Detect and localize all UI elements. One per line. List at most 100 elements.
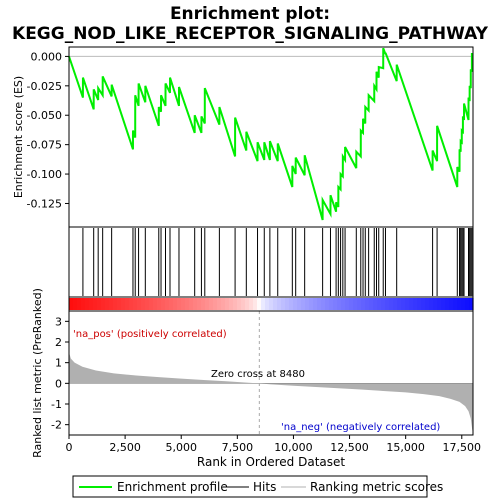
es-y-axis-label: Enrichment score (ES) xyxy=(12,76,25,198)
rank-color-band-segment xyxy=(153,298,158,310)
legend-hits-label: Hits xyxy=(253,480,276,494)
rank-color-band-segment xyxy=(101,298,106,310)
hits-panel-frame xyxy=(68,226,474,298)
rank-color-band-segment xyxy=(341,298,346,310)
rank-color-band-segment xyxy=(333,298,338,310)
rank-color-band-segment xyxy=(97,298,102,310)
es-y-tick-label: -0.025 xyxy=(27,80,62,93)
es-panel-background xyxy=(69,47,473,227)
rank-color-band-segment xyxy=(237,298,242,310)
metric-y-tick-label: 0 xyxy=(55,377,62,390)
rank-color-band-segment xyxy=(201,298,206,310)
x-tick-label: 5,000 xyxy=(165,441,197,454)
x-tick-label: 15,000 xyxy=(386,441,425,454)
rank-color-band-segment xyxy=(437,298,442,310)
rank-color-band-segment xyxy=(245,298,250,310)
rank-color-band-segment xyxy=(457,298,462,310)
rank-color-band-segment xyxy=(89,298,94,310)
rank-color-band-segment xyxy=(285,298,290,310)
rank-color-band-segment xyxy=(297,298,302,310)
rank-color-band xyxy=(69,298,474,310)
rank-color-band-segment xyxy=(157,298,162,310)
metric-y-axis-label: Ranked list metric (PreRanked) xyxy=(31,288,44,458)
rank-color-band-segment xyxy=(277,298,282,310)
metric-panel-frame xyxy=(68,310,474,436)
legend-frame xyxy=(72,475,428,498)
rank-color-band-segment xyxy=(433,298,438,310)
rank-color-band-segment xyxy=(193,298,198,310)
rank-color-band-segment xyxy=(189,298,194,310)
rank-color-band-segment xyxy=(265,298,270,310)
rank-color-band-segment xyxy=(225,298,230,310)
rank-color-band-segment xyxy=(273,298,278,310)
rank-color-band-segment xyxy=(185,298,190,310)
rank-color-band-segment xyxy=(449,298,454,310)
rank-color-band-segment xyxy=(309,298,314,310)
rank-color-band-segment xyxy=(141,298,146,310)
rank-color-band-segment xyxy=(381,298,386,310)
rank-color-band-segment xyxy=(241,298,246,310)
rank-color-band-segment xyxy=(389,298,394,310)
rank-color-band-segment xyxy=(349,298,354,310)
rank-color-band-segment xyxy=(373,298,378,310)
rank-color-band-segment xyxy=(385,298,390,310)
rank-color-band-segment xyxy=(377,298,382,310)
x-tick-label: 2,500 xyxy=(109,441,141,454)
rank-color-band-segment xyxy=(257,298,262,310)
rank-color-band-segment xyxy=(129,298,134,310)
legend: Enrichment profile Hits Ranking metric s… xyxy=(72,475,443,498)
x-axis-label: Rank in Ordered Dataset xyxy=(197,455,345,469)
x-tick-label: 7,500 xyxy=(222,441,254,454)
rank-color-band-segment xyxy=(281,298,286,310)
rank-color-band-segment xyxy=(465,298,470,310)
metric-y-tick-label: -2 xyxy=(51,419,62,432)
rank-color-band-segment xyxy=(441,298,446,310)
rank-color-band-segment xyxy=(169,298,174,310)
es-y-tick-label: -0.125 xyxy=(27,197,62,210)
rank-color-band-segment xyxy=(249,298,254,310)
rank-color-band-segment xyxy=(165,298,170,310)
es-y-tick-label: -0.100 xyxy=(27,168,62,181)
metric-panel-background xyxy=(69,311,473,435)
es-y-ticks: 0.000 -0.025 -0.050 -0.075 -0.100 -0.125 xyxy=(27,50,69,210)
rank-color-band-segment xyxy=(161,298,166,310)
rank-color-band-segment xyxy=(229,298,234,310)
rank-color-band-segment xyxy=(345,298,350,310)
rank-color-band-segment xyxy=(81,298,86,310)
rank-color-band-segment xyxy=(409,298,414,310)
rank-color-band-segment xyxy=(117,298,122,310)
rank-color-band-segment xyxy=(149,298,154,310)
rank-color-band-segment xyxy=(405,298,410,310)
rank-color-band-segment xyxy=(233,298,238,310)
rank-color-band-segment xyxy=(325,298,330,310)
metric-y-tick-label: 1 xyxy=(55,357,62,370)
rank-color-band-segment xyxy=(73,298,78,310)
rank-color-band-segment xyxy=(197,298,202,310)
es-y-tick-label: -0.050 xyxy=(27,109,62,122)
rank-color-band-segment xyxy=(121,298,126,310)
x-axis-ticks: 0 2,500 5,000 7,500 10,000 12,500 15,000 17,500 xyxy=(66,435,482,454)
rank-color-band-segment xyxy=(137,298,142,310)
rank-color-band-segment xyxy=(85,298,90,310)
es-y-tick-label: 0.000 xyxy=(31,50,63,63)
rank-color-band-segment xyxy=(369,298,374,310)
x-tick-label: 17,500 xyxy=(443,441,482,454)
rank-color-band-segment xyxy=(77,298,82,310)
rank-color-band-segment xyxy=(105,298,110,310)
x-tick-label: 10,000 xyxy=(274,441,313,454)
rank-color-band-segment xyxy=(213,298,218,310)
zero-cross-label: Zero cross at 8480 xyxy=(211,369,305,380)
hit-markers xyxy=(82,228,473,296)
rank-color-band-segment xyxy=(321,298,326,310)
rank-color-band-segment xyxy=(261,298,266,310)
rank-color-band-segment xyxy=(417,298,422,310)
rank-color-band-segment xyxy=(469,298,474,310)
rank-color-band-segment xyxy=(413,298,418,310)
rank-color-band-segment xyxy=(453,298,458,310)
rank-color-band-segment xyxy=(461,298,466,310)
es-panel: 0.000 -0.025 -0.050 -0.075 -0.100 -0.125 xyxy=(27,46,474,228)
rank-color-band-segment xyxy=(133,298,138,310)
chart-title-line1: Enrichment plot: xyxy=(170,4,330,24)
metric-y-tick-label: -1 xyxy=(51,398,62,411)
